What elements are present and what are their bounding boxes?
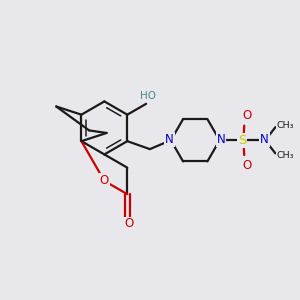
- Text: CH₃: CH₃: [276, 121, 294, 130]
- Text: N: N: [165, 133, 174, 146]
- Text: CH₃: CH₃: [276, 151, 294, 160]
- Text: N: N: [260, 133, 269, 146]
- Text: N: N: [217, 133, 226, 146]
- Text: O: O: [124, 218, 134, 230]
- Text: O: O: [100, 174, 109, 188]
- Text: O: O: [242, 109, 251, 122]
- Text: O: O: [242, 158, 251, 172]
- Text: HO: HO: [140, 91, 157, 100]
- Text: S: S: [238, 134, 246, 147]
